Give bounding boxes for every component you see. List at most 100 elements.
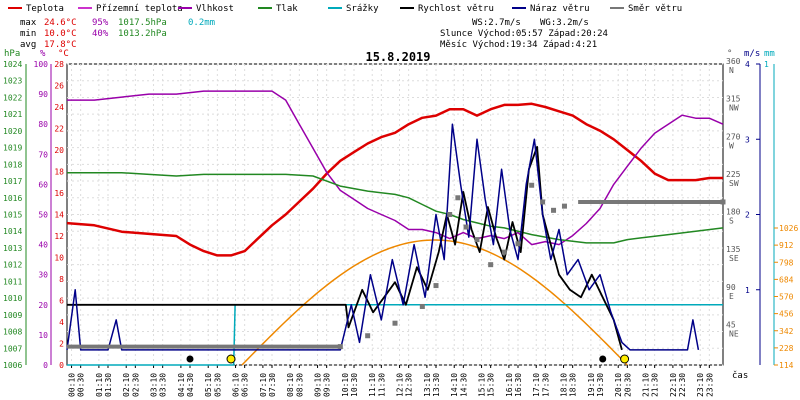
legend-item-label: Teplota [26,4,64,14]
wind-direction-point [501,249,507,255]
temp-tick-label: 6 [59,297,64,306]
solar-tick-label: 456 [779,310,794,319]
temp-tick-label: 2 [59,340,64,349]
time-tick-label: 15:30 [487,373,496,397]
wind-gust-info: WG:3.2m/s [540,18,589,28]
pressure-tick-label: 1009 [3,311,22,320]
temp-tick-label: 26 [54,82,64,91]
wind-direction-point [474,237,480,243]
temp-tick-label: 12 [54,232,64,241]
humidity-tick-label: 30 [38,271,48,280]
pressure-tick-label: 1018 [3,160,22,169]
wind-axis-label: m/s [744,49,760,59]
temp-tick-label: 24 [54,103,64,112]
time-tick-label: 03:30 [159,373,168,397]
time-tick-label: 00:10 [68,373,77,397]
time-tick-label: 07:10 [259,373,268,397]
wind-direction-point [551,207,557,213]
time-tick-label: 02:10 [122,373,131,397]
time-tick-label: 20:10 [614,373,623,397]
humidity-tick-label: 50 [38,211,48,220]
solar-tick-label: 798 [779,258,794,267]
time-tick-label: 23:30 [705,373,714,397]
time-tick-label: 14:10 [450,373,459,397]
legend-item-label: Náraz větru [530,4,590,14]
pressure-tick-label: 1011 [3,277,22,286]
direction-deg-label: 45 [726,320,736,329]
wind-direction-point [337,344,343,350]
moon-info: Měsíc Východ:19:34 Západ:4:21 [440,40,597,50]
time-tick-label: 16:10 [505,373,514,397]
time-tick-label: 10:30 [350,373,359,397]
time-tick-label: 20:30 [623,373,632,397]
humidity-axis-label: % [40,49,46,59]
temp-tick-label: 10 [54,254,64,263]
stats-max-hum: 95% [92,18,109,28]
time-tick-label: 22:10 [669,373,678,397]
direction-compass-label: SW [729,179,739,188]
direction-deg-label: 90 [726,283,736,292]
solar-tick-label: 912 [779,241,794,250]
direction-deg-label: 135 [726,245,741,254]
humidity-tick-label: 20 [38,301,48,310]
time-tick-label: 05:30 [213,373,222,397]
legend: Teplota Přízemní teplota Vlhkost Tlak Srážky… [8,4,682,14]
stats-max-rain: 0.2mm [188,18,215,28]
wind-direction-point [455,195,461,201]
humidity-tick-label: 100 [34,60,49,69]
humidity-tick-label: 60 [38,180,48,189]
pressure-tick-label: 1007 [3,344,22,353]
wind-direction-point [720,199,726,205]
stats-avg-temp: 17.8°C [44,40,77,50]
pressure-tick-label: 1014 [3,227,22,236]
solar-tick-label: 684 [779,275,794,284]
stats-block: max 24.6°C 95% 1017.5hPa 0.2mm min 10.0°… [20,18,215,50]
moon-marker [186,355,194,363]
solar-tick-label: 342 [779,327,794,336]
time-tick-label: 16:30 [514,373,523,397]
plot-area [66,90,726,366]
precipitation-line [67,304,723,366]
direction-compass-label: S [729,217,734,226]
sun-marker [226,354,236,364]
direction-compass-label: W [729,141,734,150]
time-tick-label: 01:10 [95,373,104,397]
direction-compass-label: N [729,66,734,75]
direction-deg-label: 315 [726,95,741,104]
legend-item-label: Směr větru [628,4,682,14]
time-tick-label: 12:30 [405,373,414,397]
direction-axis-label: ° [727,49,732,59]
pressure-tick-label: 1019 [3,144,22,153]
wind-tick-label: 2 [745,211,750,220]
temp-tick-label: 28 [54,60,64,69]
legend-item-label: Tlak [276,4,298,14]
moon-marker [599,355,607,363]
temp-tick-label: 18 [54,168,64,177]
time-tick-label: 18:30 [569,373,578,397]
time-tick-label: 06:10 [232,373,241,397]
wind-direction-point [488,262,494,268]
wind-speed-info: WS:2.7m/s [472,18,521,28]
solar-tick-label: 228 [779,344,794,353]
pressure-tick-label: 1012 [3,261,22,270]
wind-direction-point [561,203,567,209]
time-tick-label: 11:30 [377,373,386,397]
wind-direction-point [419,303,425,309]
pressure-tick-label: 1017 [3,177,22,186]
pressure-tick-label: 1008 [3,328,22,337]
direction-deg-label: 270 [726,132,741,141]
direction-compass-label: NE [729,329,739,338]
solar-tick-label: 1026 [779,224,798,233]
chart-title: 15.8.2019 [365,50,430,64]
wind-sun-info: WS:2.7m/s WG:3.2m/s Slunce Východ:05:57 … [440,18,608,50]
time-tick-label: 18:10 [560,373,569,397]
wind-direction-point [463,224,469,230]
time-tick-label: 13:30 [432,373,441,397]
direction-deg-label: 360 [726,57,741,66]
legend-item-label: Rychlost větru [418,4,494,14]
wind-direction-point [529,182,535,188]
humidity-tick-label: 10 [38,331,48,340]
pressure-tick-label: 1021 [3,110,22,119]
time-tick-label: 19:30 [596,373,605,397]
